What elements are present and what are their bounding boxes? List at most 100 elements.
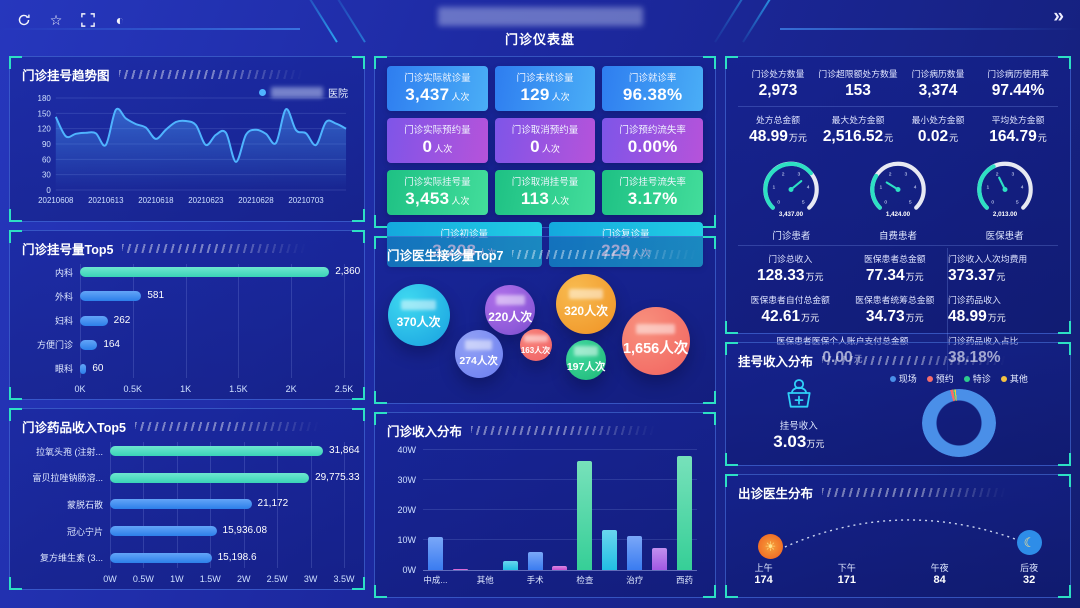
bar-slot (502, 450, 518, 570)
corner-decoration (374, 56, 387, 69)
header-diagonal (330, 0, 366, 43)
x-tick-label: 3W (303, 573, 318, 584)
kpi-value: 229人次 (555, 241, 698, 261)
kpi-unit: 人次 (551, 196, 570, 206)
kpi-number: 3,453 (405, 189, 450, 208)
stat-unit: 元 (996, 272, 1006, 282)
stat-value: 164.79元 (978, 128, 1058, 146)
legend-item[interactable]: 预约 (926, 372, 954, 385)
kpi-label: 门诊实际预约量 (404, 125, 471, 136)
stat-label: 平均处方金额 (991, 115, 1045, 125)
bar-slot (452, 450, 468, 570)
legend-item[interactable]: 特诊 (963, 372, 991, 385)
star-icon[interactable]: ☆ (49, 11, 63, 28)
corner-decoration (725, 321, 738, 334)
refresh-icon[interactable] (16, 12, 32, 28)
kpi-card: 门诊取消预约量 0 人次 (494, 118, 596, 163)
bar-track: 164 (80, 339, 344, 350)
bar-category-label: 外科 (54, 291, 73, 302)
corner-decoration (725, 342, 738, 355)
svg-text:1: 1 (773, 184, 776, 190)
svg-text:150: 150 (38, 109, 52, 118)
stat-unit: 万元 (788, 133, 807, 143)
stat-label: 门诊处方数量 (751, 69, 805, 79)
x-axis: 0W 0.5W 1W 1.5W 2W 2.5W 3W 3.5W (103, 571, 354, 584)
stat-label: 医保患者总金额 (863, 254, 926, 264)
kpi-card: 门诊挂号流失率 3.17% (602, 170, 703, 215)
kpi-label: 门诊预约流失率 (619, 125, 686, 136)
kpi-number: 0 (530, 137, 540, 156)
bar-value-label: 21,172 (257, 498, 289, 510)
corner-decoration (703, 412, 716, 425)
trend-legend[interactable]: 医院 (259, 85, 348, 100)
corner-decoration (9, 387, 22, 400)
header-line-right (780, 28, 1080, 30)
stat-number: 2,973 (758, 82, 798, 99)
panel-title: 门诊药品收入Top5 (22, 420, 126, 435)
kpi-label: 门诊就诊率 (628, 73, 677, 84)
stat-item: 医保患者医保个人账户支付总金额 0.00元 (738, 334, 947, 367)
kpi-label: 门诊复诊量 (601, 229, 650, 240)
double-chevron-right-icon[interactable]: » (1053, 6, 1063, 27)
fullscreen-icon[interactable] (80, 12, 96, 28)
corner-decoration (352, 408, 365, 421)
grid-line (238, 264, 240, 378)
y-tick-label: 40W (397, 445, 416, 455)
corner-decoration (703, 391, 716, 404)
stat-label: 门诊病历使用率 (987, 69, 1049, 79)
bar (80, 339, 98, 350)
time-slot: 下午 171 (838, 561, 856, 586)
title-hatch-decoration (134, 421, 320, 431)
svg-text:20210703: 20210703 (288, 196, 324, 205)
kpi-number: 3,437 (405, 85, 450, 104)
kpi-label: 门诊挂号流失率 (619, 177, 686, 188)
time-slot-label: 后夜 (1020, 563, 1039, 573)
svg-text:4: 4 (914, 184, 917, 190)
legend-item[interactable]: 现场 (889, 372, 917, 385)
x-tick-label: 2.5K (334, 384, 354, 395)
income-bar-chart: 0W 10W 20W 30W 40W 中成... 其他 手术 检查 治疗 西药 (387, 442, 703, 590)
title-hatch-decoration (822, 355, 1008, 365)
bar (602, 529, 618, 570)
svg-text:5: 5 (1016, 199, 1019, 205)
svg-text:4: 4 (1020, 184, 1023, 190)
stat-item: 门诊处方数量 2,973 (738, 67, 818, 100)
bar (110, 472, 310, 483)
grid-line (277, 442, 279, 568)
svg-text:20210628: 20210628 (238, 196, 274, 205)
grid-line (344, 442, 345, 568)
kpi-value: 129 人次 (501, 85, 590, 105)
bar-slot: 手术 (527, 450, 544, 585)
x-tick-label: 1.5K (229, 384, 248, 395)
svg-text:0: 0 (46, 186, 51, 195)
contrast-icon[interactable]: ◐ (115, 12, 125, 28)
stat-row: 医保患者医保个人账户支付总金额 0.00元 (738, 330, 947, 371)
bar (110, 446, 324, 457)
x-tick-label: 2W (236, 573, 251, 584)
stat-value: 373.37元 (948, 267, 1058, 285)
bar-slot (602, 450, 618, 570)
svg-text:3,437.00: 3,437.00 (779, 211, 804, 218)
drug-income-top5-bar-chart: 拉氧头孢 (注射... 31,864 雷贝拉唑钠肠溶... 29,775.33 蒙脱石散… (22, 438, 360, 584)
registration-top5-bar-chart: 内科 2,360 外科 581 妇科 262 方便门诊 164 眼科 60 0K 0.5K 1K 1.5K… (22, 260, 360, 395)
corner-decoration (725, 56, 738, 69)
stat-value: 153 (818, 82, 898, 100)
svg-text:20210608: 20210608 (38, 196, 74, 205)
stat-unit: 万元 (801, 313, 820, 323)
doctor-top7-panel: 门诊医生接诊量Top7 370人次 220人次 320人次 1,656人次 274人次 1… (374, 236, 716, 404)
registration-income-chart-area: 现场 预约 特诊 其他 (860, 372, 1058, 457)
corner-decoration (352, 577, 365, 590)
stats-bottom: 门诊总收入 128.33万元 医保患者总金额 77.34万元 医保患者自付总金额 42.6… (738, 248, 1058, 371)
bar-row: 蒙脱石散 21,172 (22, 491, 344, 518)
svg-text:0: 0 (778, 199, 781, 205)
legend-item[interactable]: 其他 (1000, 372, 1028, 385)
kpi-value: 3,453 人次 (393, 189, 482, 209)
doctor-bubble: 197人次 (566, 339, 607, 380)
stat-unit: 元 (884, 133, 894, 143)
svg-text:1,424.00: 1,424.00 (886, 211, 911, 218)
corner-decoration (9, 230, 22, 243)
bar-value-label: 15,198.6 (217, 551, 257, 563)
bar (452, 568, 468, 570)
bar (652, 547, 668, 570)
stat-item: 门诊超限额处方数量 153 (818, 67, 898, 100)
